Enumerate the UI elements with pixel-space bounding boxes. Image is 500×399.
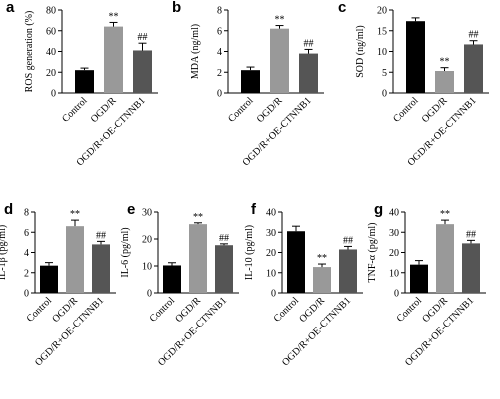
significance-mark: ##: [138, 32, 148, 43]
y-axis-label: IL-6 (pg/ml): [120, 227, 131, 277]
x-tick-label: Control: [25, 295, 55, 325]
y-tick-label: 5: [382, 68, 387, 79]
y-tick-label: 0: [271, 289, 276, 300]
y-axis-label: IL-1β (pg/ml): [0, 225, 8, 280]
x-tick-label: Control: [226, 95, 256, 125]
y-tick-label: 30: [266, 228, 276, 239]
bar: [66, 226, 84, 293]
bar: [133, 50, 152, 93]
x-tick-label: Control: [60, 95, 90, 125]
x-tick-label: Control: [272, 295, 302, 325]
significance-mark: **: [275, 15, 285, 26]
bar: [436, 224, 454, 293]
y-tick-label: 0: [382, 89, 387, 100]
significance-mark: ##: [466, 229, 476, 240]
panel-label: a: [6, 0, 15, 16]
bar: [287, 231, 305, 293]
y-tick-label: 4: [217, 47, 222, 58]
y-tick-label: 15: [377, 26, 387, 37]
y-tick-label: 0: [147, 289, 152, 300]
bar: [462, 243, 480, 293]
bar: [104, 26, 123, 94]
bar: [339, 249, 357, 293]
y-tick-label: 10: [142, 262, 152, 273]
panel-label: d: [4, 201, 13, 218]
y-tick-label: 20: [46, 68, 56, 79]
bar: [313, 267, 331, 293]
y-tick-label: 40: [266, 208, 276, 219]
bar: [92, 244, 110, 293]
y-tick-label: 10: [266, 268, 276, 279]
y-tick-label: 8: [24, 208, 29, 219]
y-axis-label: SOD (ng/ml): [355, 25, 366, 78]
bar: [75, 70, 94, 93]
significance-mark: **: [109, 11, 119, 22]
y-tick-label: 8: [217, 6, 222, 17]
x-tick-label: Control: [148, 295, 178, 325]
significance-mark: ##: [304, 38, 314, 49]
significance-mark: **: [70, 209, 80, 220]
bar: [464, 44, 483, 93]
bar: [406, 21, 425, 93]
y-axis-label: ROS generation (%): [24, 11, 35, 93]
y-tick-label: 20: [377, 6, 387, 17]
y-tick-label: 2: [24, 268, 29, 279]
x-tick-label: Control: [395, 295, 425, 325]
y-axis-label: TNF-α (pg/ml): [367, 223, 378, 283]
panel-label: g: [374, 201, 383, 218]
y-axis-label: MDA (ng/ml): [190, 24, 201, 79]
y-tick-label: 40: [389, 208, 399, 219]
panel-label: b: [172, 0, 181, 16]
bar: [241, 70, 260, 93]
y-tick-label: 20: [142, 235, 152, 246]
y-tick-label: 0: [24, 289, 29, 300]
y-tick-label: 0: [217, 89, 222, 100]
y-tick-label: 6: [24, 228, 29, 239]
y-tick-label: 60: [46, 26, 56, 37]
significance-mark: ##: [469, 30, 479, 41]
y-axis-label: IL-10 (pg/ml): [244, 225, 255, 280]
bar: [435, 71, 454, 93]
bar: [299, 53, 318, 93]
significance-mark: ##: [96, 230, 106, 241]
y-tick-label: 2: [217, 68, 222, 79]
bar: [163, 265, 181, 293]
panel-label: e: [127, 201, 135, 218]
y-tick-label: 10: [389, 268, 399, 279]
y-tick-label: 6: [217, 26, 222, 37]
significance-mark: **: [317, 253, 327, 264]
y-tick-label: 80: [46, 6, 56, 17]
y-tick-label: 30: [389, 228, 399, 239]
y-tick-label: 4: [24, 248, 29, 259]
bar: [215, 245, 233, 293]
bar: [270, 28, 289, 93]
bar: [40, 265, 58, 293]
x-tick-label: Control: [391, 95, 421, 125]
bar: [410, 264, 428, 293]
y-tick-label: 0: [394, 289, 399, 300]
y-tick-label: 20: [266, 248, 276, 259]
significance-mark: **: [440, 209, 450, 220]
panel-label: c: [338, 0, 346, 16]
y-tick-label: 40: [46, 47, 56, 58]
panel-label: f: [251, 201, 257, 218]
significance-mark: ##: [343, 235, 353, 246]
y-tick-label: 10: [377, 47, 387, 58]
y-tick-label: 0: [51, 89, 56, 100]
significance-mark: **: [193, 212, 203, 223]
y-tick-label: 20: [389, 248, 399, 259]
bar: [189, 224, 207, 293]
y-tick-label: 30: [142, 208, 152, 219]
significance-mark: ##: [219, 233, 229, 244]
significance-mark: **: [440, 57, 450, 68]
